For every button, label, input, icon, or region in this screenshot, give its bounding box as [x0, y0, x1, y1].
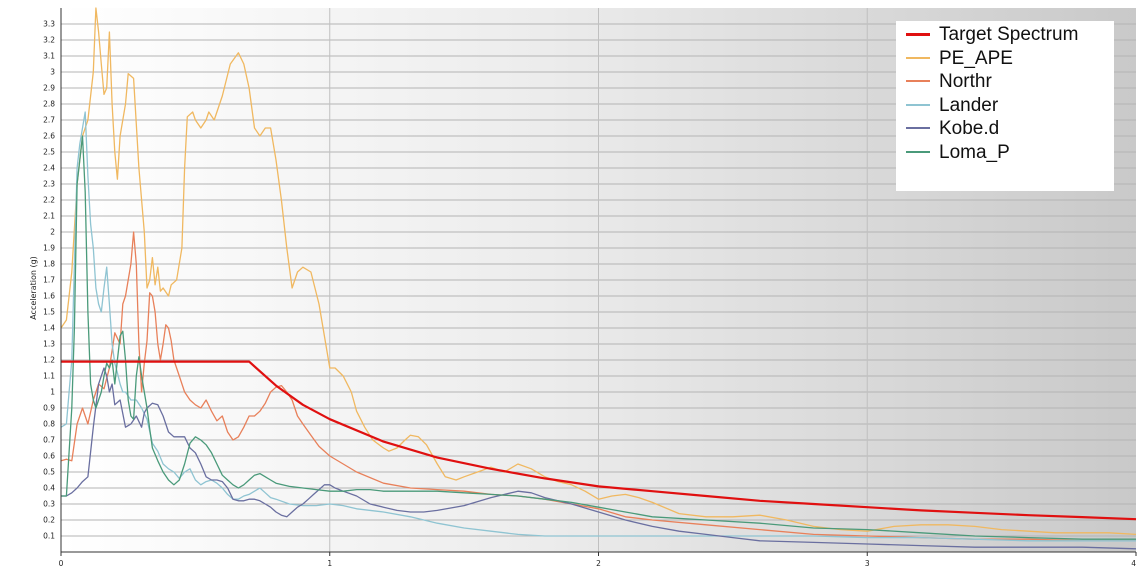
legend-label: Northr [939, 71, 992, 93]
legend-label: Target Spectrum [939, 24, 1079, 45]
x-tick-label: 0 [59, 559, 64, 568]
y-tick-label: 0.1 [43, 532, 55, 541]
series-lines [60, 7, 1137, 550]
legend-swatch [906, 103, 930, 106]
y-tick-label: 3.1 [43, 52, 55, 61]
legend-swatch [906, 33, 930, 36]
y-tick-label: 2.3 [43, 180, 55, 189]
y-tick-label: 1.7 [43, 276, 55, 285]
series-line-target-spectrum [61, 360, 1137, 521]
y-tick-label: 0.9 [43, 404, 55, 413]
y-tick-label: 1.1 [43, 372, 55, 381]
y-tick-label: 2.8 [43, 100, 55, 109]
y-tick-label: 1.5 [43, 308, 55, 317]
y-tick-label: 2.7 [43, 116, 55, 125]
y-tick-label: 0.8 [43, 420, 55, 429]
y-tick-label: 1.6 [43, 292, 55, 301]
y-tick-label: 1.8 [43, 260, 55, 269]
y-tick-label: 1 [50, 388, 55, 397]
legend-item-kobe-d: Kobe.d [896, 117, 1114, 141]
y-tick-label: 2.4 [43, 164, 55, 173]
series-line-kobe-d [61, 367, 1137, 550]
y-tick-label: 2.5 [43, 148, 55, 157]
legend-label: PE_APE [939, 47, 1013, 69]
y-tick-label: 3.2 [43, 36, 55, 45]
legend-label: Lander [939, 94, 999, 116]
legend: Target Spectrum PE_APE Northr Lander Kobe.d L… [896, 21, 1114, 191]
legend-item-pe-ape: PE_APE [896, 47, 1114, 71]
y-tick-labels: 0.1 0.2 0.3 0.4 0.5 0.6 0.7 0.8 0.9 1 1.1 1.2 1.3 1.4… [43, 20, 55, 541]
legend-item-target-spectrum: Target Spectrum [896, 23, 1114, 47]
x-tick-label: 2 [596, 559, 601, 568]
y-axis-label: Acceleration (g) [29, 256, 38, 320]
x-tick-labels: 0 1 2 3 4 [59, 559, 1137, 568]
y-tick-label: 1.4 [43, 324, 55, 333]
y-tick-label: 0.7 [43, 436, 55, 445]
legend-item-loma-p: Loma_P [896, 141, 1114, 165]
legend-swatch [906, 127, 930, 130]
y-tick-label: 0.6 [43, 452, 55, 461]
y-tick-label: 2.2 [43, 196, 55, 205]
series-line-lander [60, 111, 1136, 542]
legend-item-lander: Lander [896, 94, 1114, 118]
y-tick-label: 2 [50, 228, 55, 237]
legend-label: Kobe.d [939, 118, 1000, 140]
y-tick-label: 1.3 [43, 340, 55, 349]
legend-item-northr: Northr [896, 70, 1114, 94]
series-line-loma-p [61, 135, 1136, 540]
grid-lines [61, 8, 1136, 552]
y-tick-label: 0.4 [43, 484, 55, 493]
axes [60, 8, 1137, 556]
legend-swatch [906, 56, 930, 59]
series-line-pe-ape [60, 7, 1137, 536]
y-tick-label: 3 [50, 68, 55, 77]
y-tick-label: 2.9 [43, 84, 55, 93]
legend-swatch [906, 80, 930, 83]
y-tick-label: 3.3 [43, 20, 55, 29]
x-tick-label: 3 [865, 559, 870, 568]
x-tick-label: 4 [1131, 559, 1136, 568]
x-tick-label: 1 [327, 559, 332, 568]
y-tick-label: 0.3 [43, 500, 55, 509]
y-tick-label: 2.1 [43, 212, 55, 221]
y-tick-label: 1.2 [43, 356, 55, 365]
y-tick-label: 0.2 [43, 516, 55, 525]
y-tick-label: 2.6 [43, 132, 55, 141]
legend-swatch [906, 150, 930, 153]
legend-label: Loma_P [939, 141, 1010, 163]
y-tick-label: 1.9 [43, 244, 55, 253]
y-tick-label: 0.5 [43, 468, 55, 477]
